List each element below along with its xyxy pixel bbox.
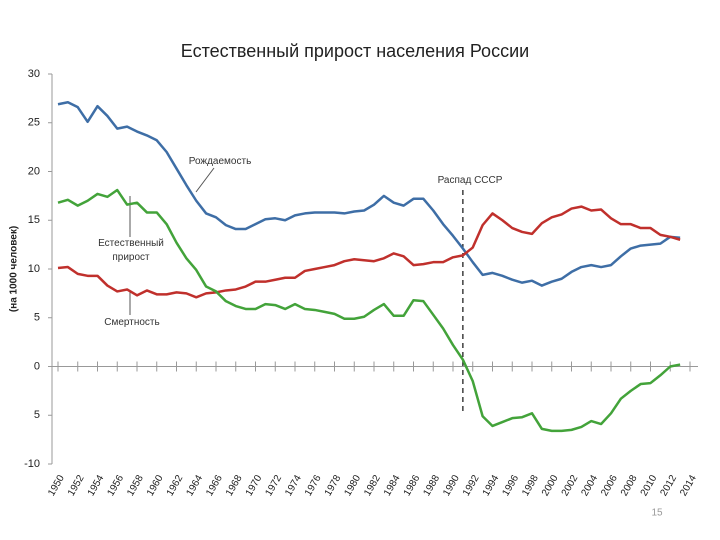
series-line — [57, 205, 681, 299]
x-tick-label: 2006 — [599, 473, 620, 498]
series-line — [57, 101, 681, 287]
x-tick-label: 1968 — [224, 473, 245, 498]
x-tick-label: 1966 — [204, 473, 225, 498]
x-tick-label: 2008 — [619, 473, 640, 498]
x-tick-label: 1984 — [382, 473, 403, 498]
x-tick-label: 1978 — [323, 473, 344, 498]
x-tick-label: 1982 — [362, 473, 383, 498]
x-tick-label: 1994 — [481, 473, 502, 498]
leader-line — [195, 167, 215, 193]
x-tick-label: 2002 — [560, 473, 581, 498]
y-axis-label: (на 1000 человек) — [9, 226, 20, 312]
x-tick-label: 1976 — [303, 473, 324, 498]
x-tick-label: 1988 — [421, 473, 442, 498]
x-tick-label: 1964 — [184, 473, 205, 498]
x-tick-label: 1962 — [165, 473, 186, 498]
x-tick-label: 1960 — [145, 473, 166, 498]
series-line — [57, 188, 681, 433]
x-tick-label: 1956 — [105, 473, 126, 498]
x-tick-label: 1980 — [342, 473, 363, 498]
x-tick-label: 1990 — [441, 473, 462, 498]
x-tick-label: 1958 — [125, 473, 146, 498]
x-tick-label: 1974 — [283, 473, 304, 498]
y-tick-label: 15 — [28, 214, 40, 226]
y-tick-label: 5 — [34, 409, 40, 421]
y-tick-label: 25 — [28, 117, 40, 129]
x-tick-label: 1950 — [46, 473, 67, 498]
y-tick-label: 0 — [34, 360, 40, 372]
annotation: Рождаемость — [188, 156, 252, 167]
annotation: Распад СССР — [437, 175, 503, 186]
x-tick-label: 1952 — [66, 473, 87, 498]
y-tick-label: 20 — [28, 165, 40, 177]
x-tick-label: 2014 — [678, 473, 699, 498]
x-tick-label: 1998 — [520, 473, 541, 498]
y-tick-label: -10 — [24, 458, 40, 470]
chart-title: Естественный прирост населения России — [181, 41, 529, 61]
annotation: Смертность — [104, 317, 160, 328]
page-number: 15 — [651, 508, 663, 519]
x-tick-label: 2004 — [579, 473, 600, 498]
y-tick-label: 5 — [34, 312, 40, 324]
y-tick-label: 10 — [28, 263, 40, 275]
y-tick-label: 30 — [28, 68, 40, 80]
x-tick-label: 1954 — [86, 473, 107, 498]
x-tick-label: 1986 — [402, 473, 423, 498]
x-tick-label: 1996 — [500, 473, 521, 498]
x-tick-label: 1992 — [461, 473, 482, 498]
x-tick-label: 1970 — [244, 473, 265, 498]
x-tick-label: 1972 — [263, 473, 284, 498]
x-tick-label: 2012 — [658, 473, 679, 498]
x-tick-label: 2000 — [540, 473, 561, 498]
x-tick-label: 2010 — [639, 473, 660, 498]
annotation: Естественный прирост — [98, 238, 164, 263]
